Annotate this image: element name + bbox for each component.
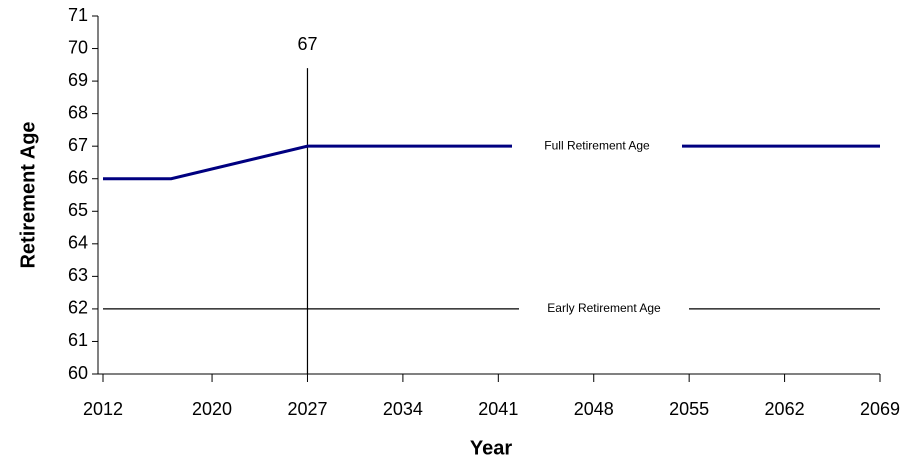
y-tick-label: 60 xyxy=(68,363,88,383)
y-tick-label: 70 xyxy=(68,37,88,57)
y-tick-label: 71 xyxy=(68,5,88,25)
y-tick-label: 63 xyxy=(68,265,88,285)
series-label-bg xyxy=(512,137,682,156)
x-tick-label: 2055 xyxy=(669,399,709,419)
annotation-label: 67 xyxy=(297,34,317,54)
series-line xyxy=(103,144,880,181)
y-tick-label: 68 xyxy=(68,102,88,122)
y-tick-label: 62 xyxy=(68,298,88,318)
x-tick-label: 2027 xyxy=(287,399,327,419)
series-label-bg xyxy=(519,299,689,318)
y-tick-label: 61 xyxy=(68,330,88,350)
y-tick-label: 65 xyxy=(68,200,88,220)
x-tick-label: 2012 xyxy=(83,399,123,419)
x-tick-label: 2048 xyxy=(574,399,614,419)
x-tick-label: 2062 xyxy=(765,399,805,419)
x-tick-label: 2041 xyxy=(478,399,518,419)
x-axis-label: Year xyxy=(470,437,512,459)
x-tick-label: 2034 xyxy=(383,399,423,419)
y-tick-label: 64 xyxy=(68,233,88,253)
series-label: Early Retirement Age xyxy=(547,301,661,315)
x-tick-label: 2020 xyxy=(192,399,232,419)
y-axis-label: Retirement Age xyxy=(17,121,39,268)
y-tick-label: 67 xyxy=(68,135,88,155)
series-label: Full Retirement Age xyxy=(544,138,650,152)
y-tick-label: 69 xyxy=(68,70,88,90)
y-tick-label: 66 xyxy=(68,167,88,187)
x-tick-label: 2069 xyxy=(860,399,900,419)
